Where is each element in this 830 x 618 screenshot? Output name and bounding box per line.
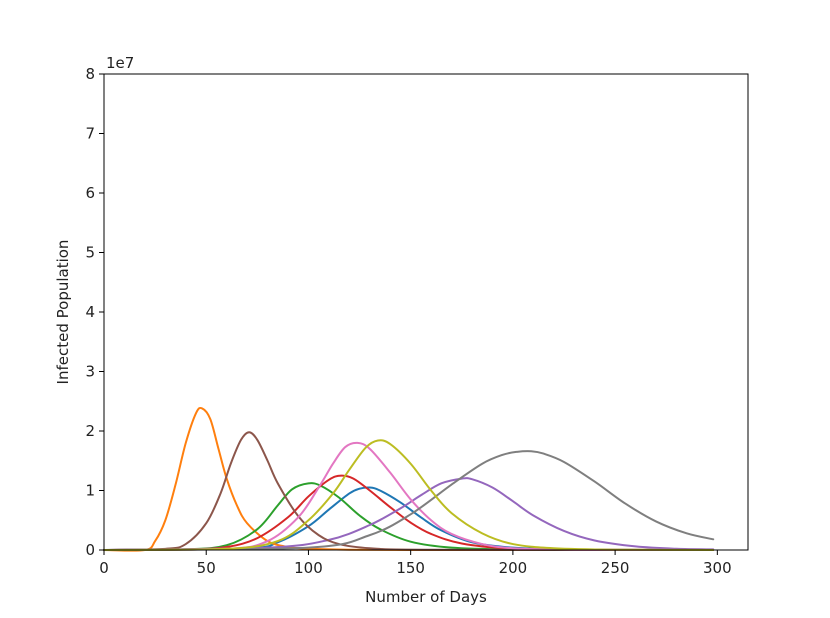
x-tick-label: 250	[601, 559, 630, 577]
series-line-7	[103, 441, 715, 551]
series-line-9	[103, 439, 715, 551]
x-tick-label: 300	[703, 559, 732, 577]
x-axis-label: Number of Days	[365, 588, 487, 606]
series-line-6	[103, 431, 715, 551]
y-tick-label: 5	[85, 244, 95, 262]
y-tick-label: 2	[85, 422, 95, 440]
y-tick-label: 0	[85, 541, 95, 559]
x-tick-label: 200	[499, 559, 528, 577]
x-tick-label: 100	[294, 559, 323, 577]
series-layer	[103, 406, 715, 552]
x-tick-label: 50	[197, 559, 216, 577]
y-tick-label: 6	[85, 184, 95, 202]
y-tick-label: 4	[85, 303, 95, 321]
y-tick-label: 8	[85, 65, 95, 83]
series-line-5	[103, 477, 715, 551]
series-line-4	[103, 474, 715, 551]
y-axis-label: Infected Population	[54, 240, 72, 385]
y-tick-label: 1	[85, 482, 95, 500]
plot-frame	[103, 73, 749, 551]
y-axis-offset-label: 1e7	[106, 54, 134, 72]
x-axis: 0 50 100 150 200 250 300	[99, 550, 732, 577]
y-tick-label: 3	[85, 363, 95, 381]
series-line-2	[103, 406, 715, 552]
y-axis: 0 1 2 3 4 5 6 7 8	[85, 65, 104, 559]
series-line-8	[103, 450, 715, 551]
x-tick-label: 0	[99, 559, 109, 577]
y-tick-label: 7	[85, 125, 95, 143]
x-tick-label: 150	[396, 559, 425, 577]
